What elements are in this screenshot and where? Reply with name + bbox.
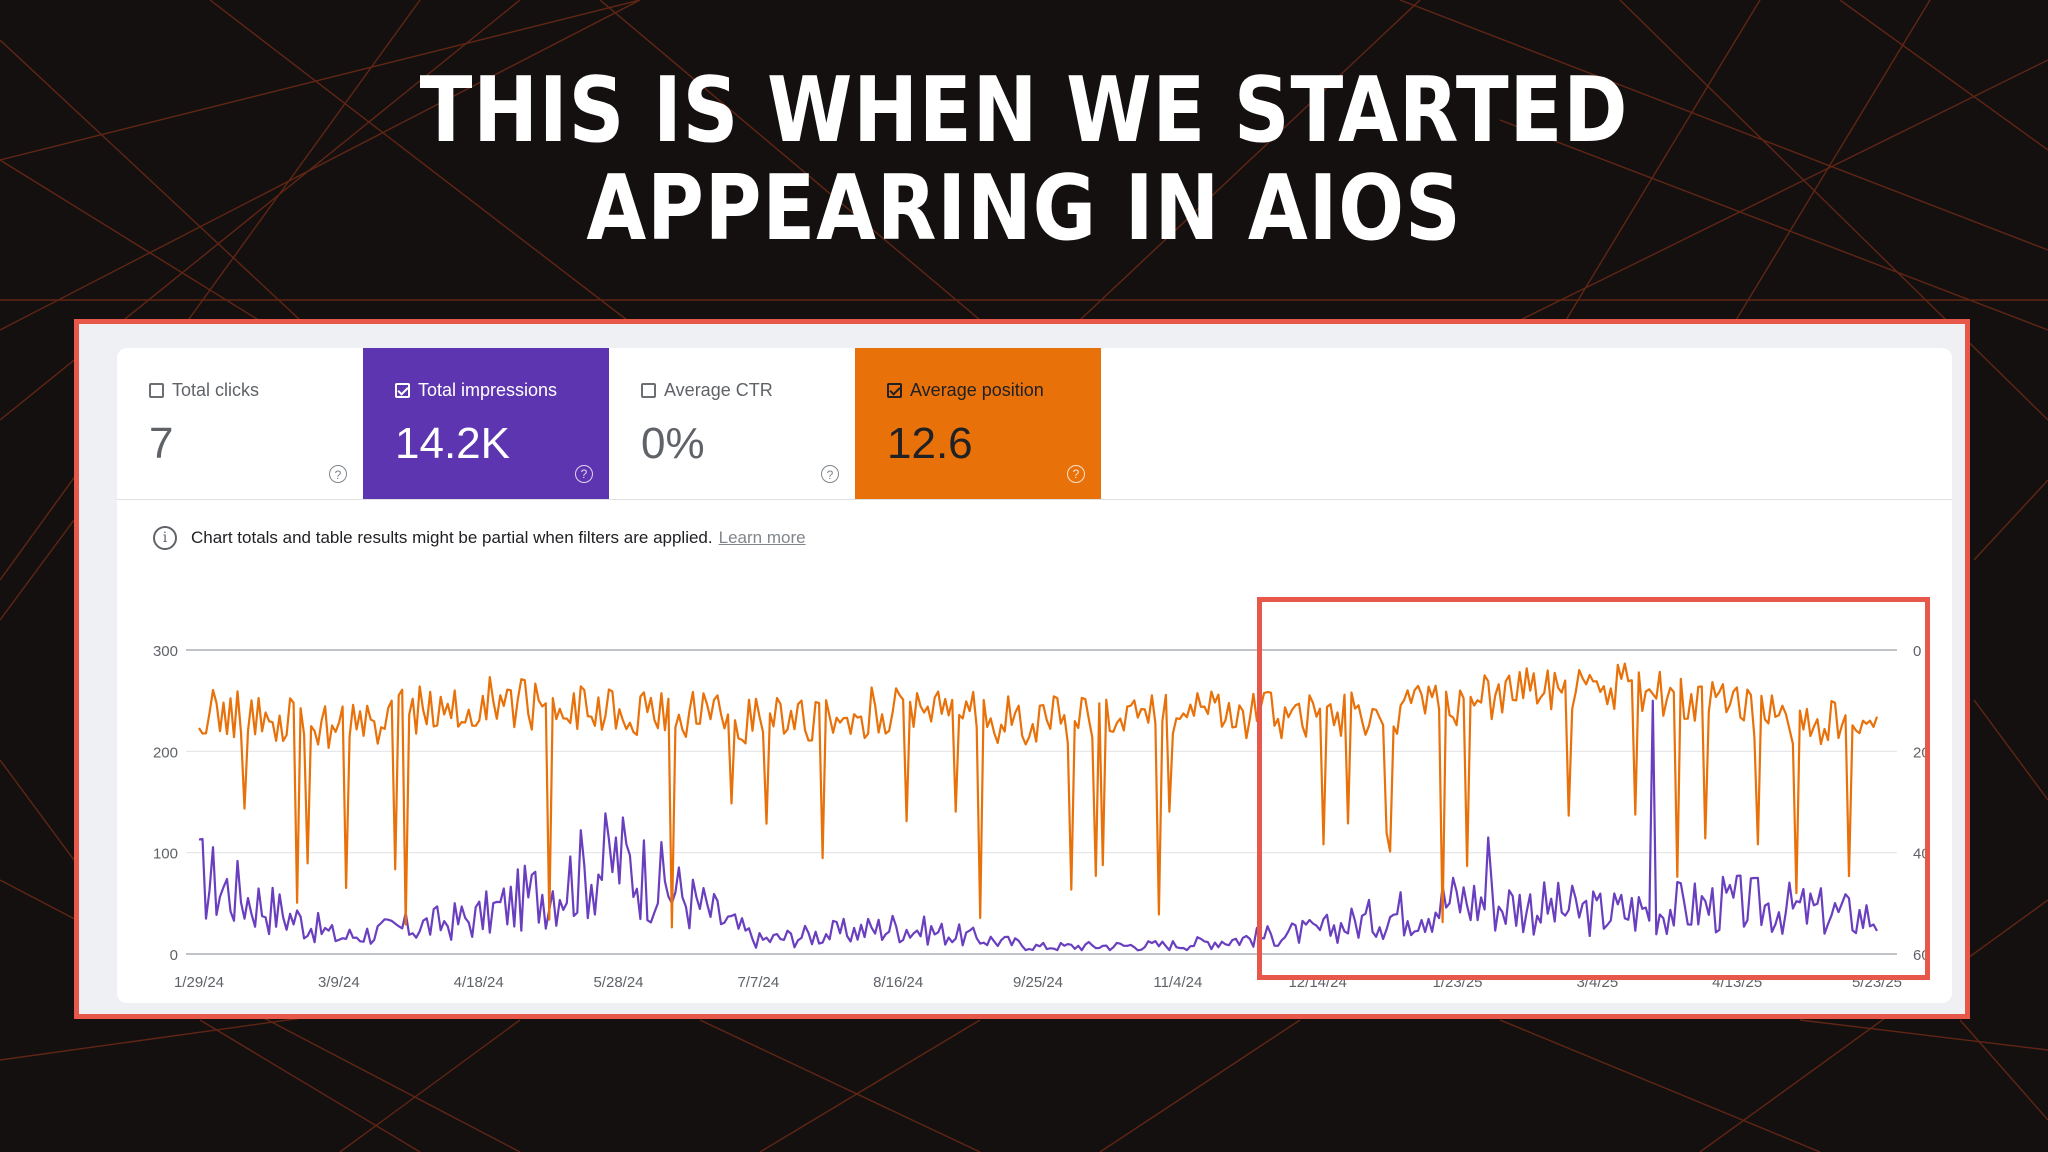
checkbox-checked-icon[interactable] [395, 383, 410, 398]
metric-value: 12.6 [887, 419, 973, 468]
series-line-left [198, 699, 1878, 952]
checkbox-unchecked-icon[interactable] [641, 383, 656, 398]
series-line-right [198, 662, 1879, 929]
metric-value: 7 [149, 419, 174, 468]
metric-total-clicks[interactable]: Total clicks 7 ? [117, 348, 363, 499]
metric-label: Total impressions [418, 380, 558, 400]
x-tick-label: 1/29/24 [174, 974, 224, 991]
screenshot-frame: Total clicks 7 ? Total impressions 14.2K… [74, 319, 1970, 1019]
y-left-tick-label: 100 [153, 846, 178, 863]
metric-label: Average position [910, 380, 1044, 400]
x-tick-label: 3/9/24 [318, 974, 360, 991]
y-right-tick-label: 0 [1913, 643, 1921, 660]
info-icon: i [153, 526, 177, 550]
metric-total-impressions[interactable]: Total impressions 14.2K ? [363, 348, 609, 499]
y-left-tick-label: 200 [153, 744, 178, 761]
slide-title-line-2: APPEARING IN AIOS [586, 156, 1462, 261]
metric-average-position[interactable]: Average position 12.6 ? [855, 348, 1101, 499]
help-circle-icon[interactable]: ? [329, 465, 347, 483]
metric-value: 14.2K [395, 419, 510, 468]
filter-notice: i Chart totals and table results might b… [153, 526, 806, 550]
performance-card: Total clicks 7 ? Total impressions 14.2K… [117, 348, 1952, 1003]
x-tick-label: 9/25/24 [1013, 974, 1063, 991]
x-tick-label: 11/4/24 [1153, 974, 1202, 991]
slide-title: THIS IS WHEN WE STARTED APPEARING IN AIO… [143, 62, 1904, 258]
y-left-tick-label: 0 [170, 947, 178, 964]
help-circle-icon[interactable]: ? [575, 465, 593, 483]
metric-average-ctr[interactable]: Average CTR 0% ? [609, 348, 855, 499]
learn-more-link[interactable]: Learn more [718, 528, 806, 547]
metrics-divider [117, 499, 1952, 500]
aio-highlight-box [1257, 597, 1930, 980]
metric-value: 0% [641, 419, 705, 468]
x-tick-label: 4/18/24 [454, 974, 504, 991]
x-tick-label: 5/28/24 [593, 974, 643, 991]
metric-label: Total clicks [172, 380, 260, 400]
notice-text: Chart totals and table results might be … [191, 528, 713, 547]
x-tick-label: 8/16/24 [873, 974, 923, 991]
slide-title-line-1: THIS IS WHEN WE STARTED [419, 58, 1629, 163]
metric-label: Average CTR [664, 380, 773, 400]
help-circle-icon[interactable]: ? [821, 465, 839, 483]
checkbox-checked-icon[interactable] [887, 383, 902, 398]
help-circle-icon[interactable]: ? [1067, 465, 1085, 483]
y-left-tick-label: 300 [153, 643, 178, 660]
checkbox-unchecked-icon[interactable] [149, 383, 164, 398]
x-tick-label: 7/7/24 [737, 974, 779, 991]
